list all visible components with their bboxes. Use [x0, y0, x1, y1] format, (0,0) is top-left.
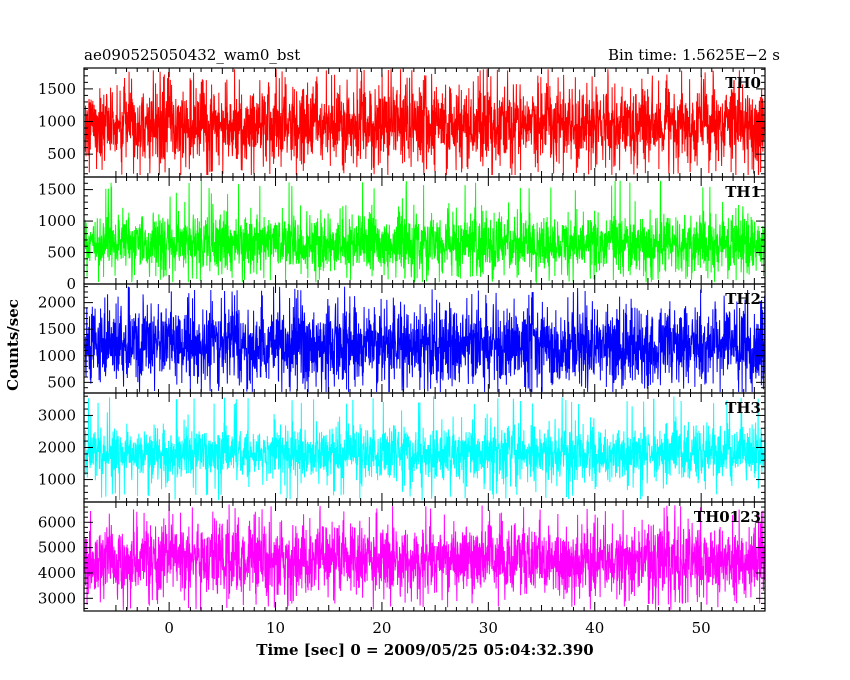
series-line-th1 — [84, 180, 765, 284]
y-tick-label: 4000 — [38, 564, 76, 582]
y-tick-label: 2000 — [38, 294, 76, 312]
panel-th1: 0 500 1000 1500 TH1 — [38, 176, 766, 293]
y-tick-label: 1000 — [38, 471, 76, 489]
panel-th3: 1000 2000 3000 TH3 — [38, 392, 766, 503]
y-tick-label: 3000 — [38, 589, 76, 607]
series-label-th0123: TH0123 — [694, 508, 761, 526]
series-line-th0123 — [84, 504, 765, 610]
x-tick-label: 50 — [692, 619, 711, 637]
x-tick-label: 20 — [372, 619, 391, 637]
y-tick-label: 1000 — [38, 113, 76, 131]
y-tick-label: 5000 — [38, 539, 76, 557]
series-label-th2: TH2 — [725, 290, 761, 308]
y-tick-label: 500 — [47, 244, 76, 262]
panel-th2: 500 1000 1500 2000 TH2 — [38, 283, 766, 394]
y-tick-label: 2000 — [38, 439, 76, 457]
x-tick-label: 0 — [164, 619, 174, 637]
x-tick-label: 40 — [585, 619, 604, 637]
series-line-th3 — [84, 396, 765, 501]
panel-th0: 500 1000 1500 TH0 — [38, 67, 766, 178]
y-tick-label: 1000 — [38, 212, 76, 230]
y-tick-label: 1000 — [38, 347, 76, 365]
x-axis: 0 10 20 30 40 50 — [164, 619, 710, 637]
y-tick-label: 500 — [47, 373, 76, 391]
y-tick-label: 1500 — [38, 320, 76, 338]
y-axis-title: Counts/sec — [4, 299, 22, 391]
y-tick-label: 0 — [66, 275, 76, 293]
series-line-th2 — [84, 286, 765, 392]
panels-group: 500 1000 1500 TH0 0 500 1000 1500 TH1 500 1000 1500… — [38, 67, 766, 612]
y-tick-label: 1500 — [38, 181, 76, 199]
bin-time-label: Bin time: 1.5625E−2 s — [608, 46, 780, 64]
series-label-th0: TH0 — [725, 74, 761, 92]
panel-th0123: 3000 4000 5000 6000 TH0123 — [38, 501, 766, 612]
series-label-th1: TH1 — [725, 183, 761, 201]
x-tick-label: 30 — [479, 619, 498, 637]
chart-title: ae090525050432_wam0_bst — [84, 46, 300, 64]
x-axis-title: Time [sec] 0 = 2009/05/25 05:04:32.390 — [256, 641, 593, 659]
x-tick-label: 10 — [266, 619, 285, 637]
series-line-th0 — [84, 69, 765, 176]
series-label-th3: TH3 — [725, 399, 761, 417]
y-tick-label: 6000 — [38, 513, 76, 531]
y-tick-label: 3000 — [38, 406, 76, 424]
y-tick-label: 1500 — [38, 80, 76, 98]
y-tick-label: 500 — [47, 145, 76, 163]
